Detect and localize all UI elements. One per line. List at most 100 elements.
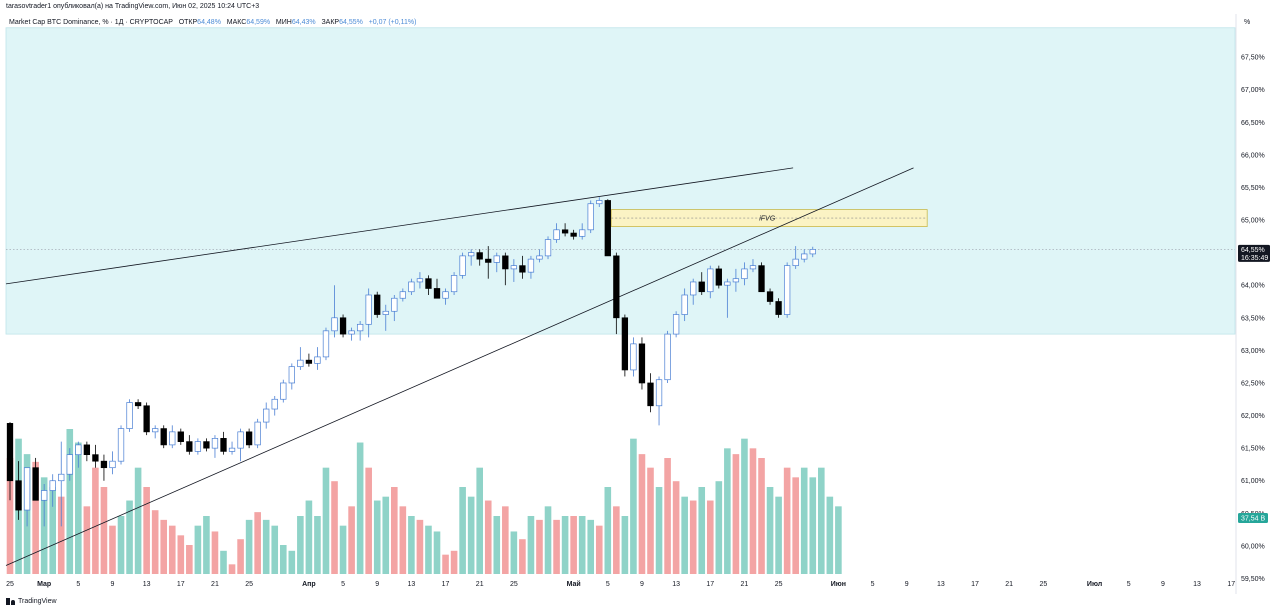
- time-tick-label: 25: [510, 581, 518, 588]
- time-tick-label: 9: [1161, 581, 1165, 588]
- time-tick-label: 9: [905, 581, 909, 588]
- time-tick-label: 13: [1193, 581, 1201, 588]
- time-tick-label: 9: [111, 581, 115, 588]
- candle-body: [75, 444, 82, 456]
- candle-body: [245, 431, 253, 446]
- time-tick-label: 25: [775, 581, 783, 588]
- volume-bar: [758, 458, 765, 574]
- close-value: 64,55%: [339, 19, 363, 26]
- countdown-value: 16:35:49: [1241, 255, 1268, 262]
- candle-body: [510, 265, 518, 270]
- volume-bar: [519, 539, 526, 574]
- candle-body: [23, 467, 31, 511]
- caption-bar: tarasovtrader1 опубликовал(а) на Trading…: [0, 0, 1280, 14]
- brand-name[interactable]: TradingView: [18, 598, 57, 605]
- time-tick-label: 5: [341, 581, 345, 588]
- volume-bar: [211, 531, 219, 574]
- candle-body: [365, 294, 372, 325]
- volume-bar: [510, 531, 518, 574]
- time-tick-label: 13: [143, 581, 151, 588]
- candle-body: [408, 281, 415, 293]
- time-tick-label: 13: [672, 581, 680, 588]
- volume-bar: [151, 510, 159, 574]
- price-tick-label: 67,50%: [1241, 55, 1265, 62]
- candle-body: [297, 359, 304, 368]
- volume-bar: [698, 487, 706, 574]
- volume-bar: [365, 467, 372, 574]
- volume-bar: [749, 448, 757, 574]
- candle-body: [741, 268, 748, 280]
- time-tick-label: Апр: [302, 581, 316, 588]
- candle-body: [109, 460, 116, 469]
- candle-body: [237, 431, 244, 449]
- candle-body: [715, 268, 722, 286]
- candle-body: [766, 291, 774, 302]
- candle-body: [228, 447, 236, 452]
- volume-bar: [809, 477, 817, 574]
- volume-badge-value: 37,54 B: [1241, 516, 1265, 523]
- open-value: 64,48%: [197, 19, 221, 26]
- candle-body: [707, 268, 714, 293]
- trendline: [5, 167, 914, 566]
- volume-bar: [715, 481, 723, 574]
- candle-body: [672, 314, 680, 335]
- volume-bar: [775, 496, 782, 574]
- volume-bar: [117, 516, 125, 574]
- candle-body: [604, 200, 611, 257]
- volume-bar: [800, 467, 808, 574]
- candle-body: [100, 460, 108, 469]
- candle-body: [117, 428, 125, 462]
- volume-bar: [92, 467, 99, 574]
- candle-body: [476, 252, 483, 260]
- candle-body: [126, 402, 133, 429]
- time-tick-label: 17: [1227, 581, 1235, 588]
- volume-bar: [826, 496, 834, 574]
- candle-body: [450, 275, 458, 293]
- time-tick-label: 13: [937, 581, 945, 588]
- volume-bar: [348, 506, 355, 574]
- chart-area[interactable]: iFVG %59,50%60,00%60,50%61,00%61,50%62,0…: [0, 14, 1280, 594]
- candle-body: [263, 408, 270, 423]
- volume-bar: [442, 554, 449, 574]
- volume-bar: [638, 454, 646, 574]
- time-tick-label: Июн: [831, 581, 846, 588]
- volume-bar: [109, 525, 116, 574]
- candle-body: [15, 480, 22, 511]
- price-chart[interactable]: iFVG %59,50%60,00%60,50%61,00%61,50%62,0…: [0, 14, 1280, 594]
- candle-body: [724, 281, 731, 286]
- time-tick-label: Мар: [37, 581, 51, 588]
- volume-bar: [322, 467, 330, 574]
- time-tick-label: 17: [177, 581, 185, 588]
- symbol-title[interactable]: Market Cap BTC Dominance, % · 1Д · CRYPT…: [9, 19, 173, 26]
- candle-body: [613, 255, 620, 319]
- time-tick-label: 21: [741, 581, 749, 588]
- volume-bar: [288, 550, 296, 574]
- volume-bar: [433, 531, 441, 574]
- volume-bar: [553, 519, 560, 574]
- change-value: +0,07 (+0,11%): [368, 19, 417, 26]
- candle-body: [58, 473, 65, 482]
- volume-bar: [168, 525, 176, 574]
- volume-bar: [160, 519, 168, 574]
- volume-bar: [741, 438, 748, 574]
- candle-body: [442, 291, 449, 299]
- price-tick-label: 61,00%: [1241, 478, 1265, 485]
- candle-body: [638, 343, 646, 384]
- low-value: 64,43%: [291, 19, 316, 26]
- volume-bar: [835, 506, 842, 574]
- volume-bar: [228, 564, 236, 574]
- time-tick-label: 5: [1127, 581, 1131, 588]
- candle-body: [322, 330, 330, 358]
- footer-bar: TradingView: [0, 594, 1280, 609]
- candle-body: [758, 265, 765, 293]
- volume-bar: [220, 550, 227, 574]
- price-tick-label: 65,50%: [1241, 185, 1265, 192]
- candle-body: [801, 253, 808, 260]
- volume-bar: [689, 500, 697, 574]
- time-tick-label: 17: [706, 581, 714, 588]
- volume-bar: [792, 477, 799, 574]
- volume-bar: [681, 496, 688, 574]
- candle-body: [544, 239, 552, 257]
- volume-bar: [314, 516, 321, 574]
- price-tick-label: 62,00%: [1241, 413, 1265, 420]
